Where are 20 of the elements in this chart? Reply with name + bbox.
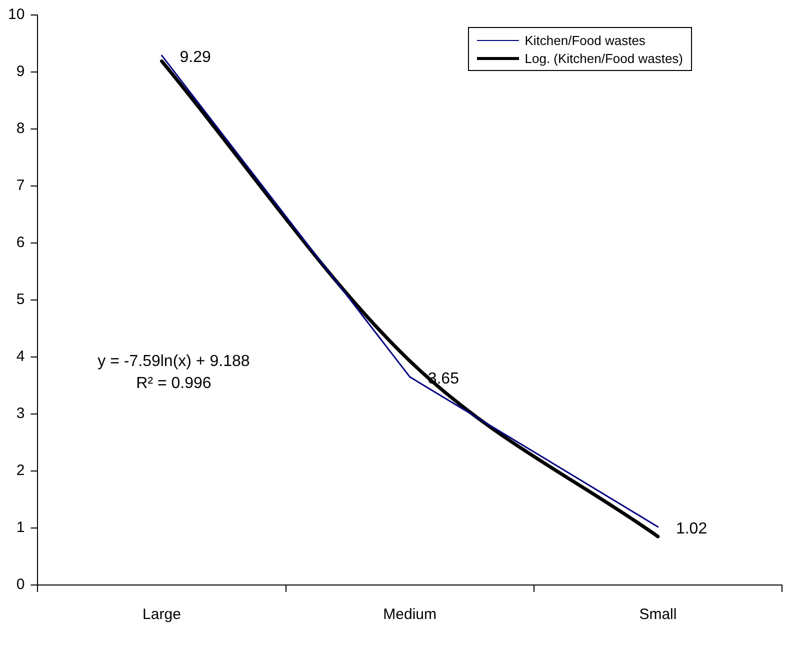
data-label: 1.02 — [676, 520, 708, 538]
y-tick-label: 7 — [16, 177, 25, 194]
y-tick-label: 1 — [16, 519, 25, 536]
legend-label: Log. (Kitchen/Food wastes) — [524, 50, 683, 66]
y-tick-label: 5 — [16, 291, 25, 308]
annotation: R² = 0.996 — [135, 374, 212, 394]
legend-label: Kitchen/Food wastes — [524, 32, 646, 48]
y-tick-label: 0 — [16, 576, 25, 594]
y-tick-label: 3 — [16, 405, 25, 422]
x-tick-label: Medium — [383, 606, 437, 624]
y-tick-label: 6 — [16, 234, 25, 252]
y-tick-label: 2 — [16, 462, 25, 480]
y-tick-label: 8 — [16, 120, 25, 138]
y-tick-label: 9 — [16, 63, 25, 80]
y-tick-label: 10 — [8, 6, 25, 24]
x-tick-label: Large — [142, 606, 181, 624]
data-label: 9.29 — [180, 48, 211, 66]
annotation: y = -7.59ln(x) + 9.188 — [98, 352, 250, 372]
x-tick-label: Small — [639, 606, 677, 624]
y-tick-label: 4 — [16, 348, 25, 366]
